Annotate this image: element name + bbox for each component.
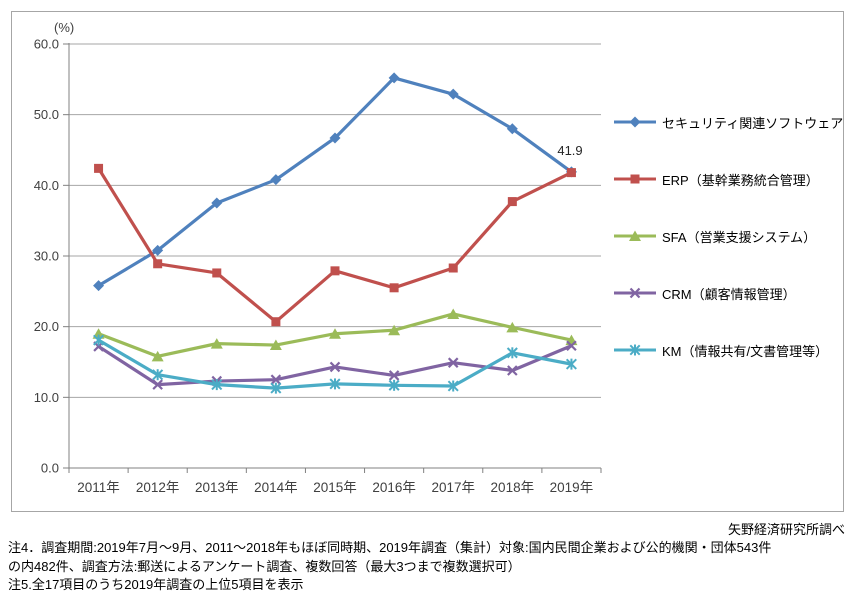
square-marker — [507, 197, 517, 207]
triangle-marker — [269, 339, 282, 351]
diamond-marker — [93, 280, 105, 292]
asterisk-marker — [93, 334, 105, 346]
legend-label-erp: ERP（基幹業務統合管理） — [662, 172, 819, 188]
line-marker-icon — [614, 344, 656, 356]
asterisk-marker — [270, 382, 282, 394]
chart-frame: 0.0 10.0 20.0 30.0 40.0 50.0 60.0 2011年 2012年 201… — [11, 11, 844, 512]
asterisk-marker — [447, 380, 459, 392]
x-marker — [507, 365, 518, 376]
x-tick-label: 2016年 — [372, 480, 416, 495]
plot-area: 0.0 10.0 20.0 30.0 40.0 50.0 60.0 2011年 2012年 201… — [34, 37, 602, 495]
x-tick-label: 2015年 — [313, 480, 357, 495]
diamond-marker — [211, 197, 223, 209]
square-marker — [389, 283, 399, 293]
diamond-marker — [447, 88, 459, 100]
x-tick-label: 2011年 — [77, 480, 120, 495]
series-line-0 — [96, 76, 574, 288]
x-marker — [566, 340, 577, 352]
square-marker — [212, 268, 222, 278]
asterisk-marker — [565, 358, 577, 370]
note-line-2: の内482件、調査方法:郵送によるアンケート調査、複数回答（最大3つまで複数選択… — [8, 558, 521, 574]
square-marker — [448, 263, 458, 273]
asterisk-marker — [329, 378, 341, 390]
legend-label-km: KM（情報共有/文書管理等） — [662, 343, 829, 359]
asterisk-marker — [388, 379, 400, 391]
diamond-marker — [388, 72, 400, 84]
x-marker — [152, 379, 163, 390]
diamond-marker — [152, 244, 164, 256]
triangle-marker — [447, 308, 460, 319]
line-marker-icon — [614, 116, 656, 128]
square-marker — [153, 259, 163, 269]
x-marker — [447, 357, 459, 368]
square-marker — [271, 317, 281, 327]
asterisk-marker — [211, 379, 223, 391]
square-marker — [94, 163, 104, 173]
diamond-marker — [270, 174, 282, 186]
line-marker-icon — [614, 174, 656, 184]
last-point-data-label: 41.9 — [557, 143, 583, 158]
y-tick-label: 0.0 — [41, 461, 59, 476]
triangle-marker — [210, 338, 223, 349]
legend-item-erp: ERP（基幹業務統合管理） — [613, 170, 819, 188]
x-tick-label: 2019年 — [550, 480, 594, 495]
legend-item-crm: CRM（顧客情報管理） — [613, 284, 796, 302]
y-tick-label: 40.0 — [34, 178, 59, 193]
square-marker — [330, 266, 340, 276]
y-axis-unit-label: (%) — [54, 20, 75, 35]
x-marker — [388, 370, 400, 381]
diamond-marker — [506, 123, 518, 135]
diamond-icon — [629, 116, 641, 128]
note-line-1: 注4．調査期間:2019年7月～9月、2011～2018年もほぼ同時期、2019… — [8, 540, 772, 555]
x-tick-label: 2013年 — [195, 480, 239, 495]
legend-item-km: KM（情報共有/文書管理等） — [613, 341, 828, 359]
x-tick-label: 2012年 — [136, 480, 180, 495]
legend-item-security: セキュリティ関連ソフトウェア — [613, 113, 843, 131]
legend-label-crm: CRM（顧客情報管理） — [662, 286, 796, 302]
note-line-3: 注5.全17項目のうち2019年調査の上位5項目を表示 — [8, 577, 304, 592]
diamond-marker — [329, 132, 341, 144]
legend-label-sfa: SFA（営業支援システム） — [662, 229, 817, 245]
line-marker-icon — [614, 230, 656, 241]
square-icon — [630, 174, 640, 184]
survey-notes: 注4．調査期間:2019年7月～9月、2011～2018年もほぼ同時期、2019… — [8, 539, 771, 595]
legend-item-sfa: SFA（営業支援システム） — [613, 227, 816, 245]
legend-label-security: セキュリティ関連ソフトウェア — [662, 115, 844, 131]
source-credit: 矢野経済研究所調べ — [727, 522, 845, 537]
asterisk-icon — [629, 344, 641, 356]
y-tick-label: 20.0 — [34, 319, 59, 334]
x-marker — [270, 374, 282, 385]
x-tick-label: 2017年 — [431, 480, 475, 495]
asterisk-marker — [152, 369, 164, 381]
triangle-marker — [506, 321, 519, 333]
triangle-marker — [151, 350, 164, 362]
x-tick-label: 2014年 — [254, 480, 298, 495]
line-marker-icon — [614, 287, 656, 299]
y-tick-label: 60.0 — [34, 37, 59, 52]
asterisk-marker — [506, 347, 518, 359]
x-marker — [329, 361, 341, 373]
triangle-marker — [329, 328, 341, 339]
triangle-marker — [388, 324, 401, 336]
series-line-1 — [96, 166, 574, 324]
triangle-icon — [629, 230, 641, 241]
square-marker — [566, 168, 576, 178]
y-tick-label: 10.0 — [34, 390, 59, 405]
y-tick-label: 30.0 — [34, 249, 59, 264]
x-mark-icon — [629, 287, 641, 299]
y-tick-label: 50.0 — [34, 107, 59, 122]
x-tick-label: 2018年 — [491, 480, 535, 495]
